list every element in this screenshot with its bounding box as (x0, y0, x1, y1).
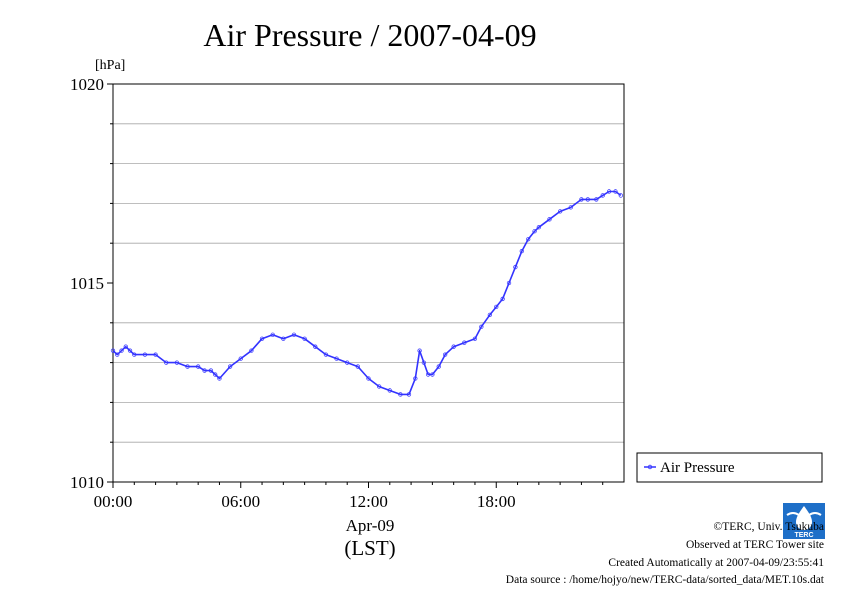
data-point (479, 324, 484, 329)
data-point (417, 348, 422, 353)
data-point (421, 360, 427, 365)
data-point (115, 352, 120, 357)
terc-logo-icon: TERC (783, 503, 825, 539)
data-point (594, 197, 599, 202)
data-point (142, 352, 148, 357)
data-point (208, 368, 214, 373)
chart-title: Air Pressure / 2007-04-09 (203, 17, 536, 53)
data-point (600, 193, 605, 198)
data-point (472, 336, 478, 341)
data-point (406, 392, 412, 397)
data-point (451, 344, 456, 349)
logo-text: TERC (794, 532, 813, 539)
footer-copyright: ©TERC, Univ. Tsukuba (713, 521, 824, 533)
x-tick-label: 00:00 (94, 492, 133, 511)
y-axis-label: [hPa] (95, 58, 125, 73)
series-line (112, 190, 622, 396)
data-point (547, 217, 552, 222)
data-point (259, 336, 265, 341)
data-point (345, 360, 350, 365)
logo-drop (796, 506, 812, 530)
data-point (500, 296, 505, 302)
data-point (185, 364, 190, 369)
y-tick-label: 1010 (70, 473, 104, 492)
x-tick-label: 18:00 (477, 492, 516, 511)
data-point (430, 372, 435, 377)
data-point (462, 340, 467, 345)
series-air-pressure (110, 189, 623, 397)
data-point (613, 189, 618, 194)
data-point (606, 189, 612, 194)
data-point (376, 384, 382, 389)
footer-observed: Observed at TERC Tower site (685, 539, 824, 551)
data-point (127, 348, 133, 353)
x-axis-date-label: Apr-09 (346, 516, 395, 535)
x-axis-tz-label: (LST) (344, 536, 395, 560)
x-tick-label: 06:00 (221, 492, 260, 511)
legend-marker (647, 464, 653, 470)
data-point (238, 356, 243, 361)
data-point (387, 388, 392, 393)
plot-frame (112, 83, 625, 483)
data-point (119, 348, 124, 353)
data-point (487, 312, 493, 317)
data-point (334, 356, 339, 361)
data-point (110, 348, 116, 353)
data-point (398, 392, 403, 397)
data-point (355, 364, 361, 369)
data-point (323, 352, 329, 357)
data-point (526, 237, 531, 242)
data-point (213, 372, 218, 377)
data-point (579, 197, 584, 202)
data-point (281, 336, 286, 341)
data-point (557, 209, 563, 214)
footer-source: Data source : /home/hojyo/new/TERC-data/… (505, 574, 824, 586)
data-point (196, 364, 201, 369)
legend-label: Air Pressure (660, 460, 735, 476)
data-point (202, 368, 207, 373)
data-point (532, 229, 537, 234)
data-point (123, 344, 128, 349)
data-point (153, 352, 158, 357)
y-tick-label: 1015 (70, 274, 104, 293)
data-point (436, 364, 441, 369)
data-point (618, 193, 623, 198)
data-point (366, 376, 371, 381)
data-point (270, 332, 275, 337)
data-point (291, 332, 297, 337)
data-point (217, 376, 222, 381)
data-point (506, 280, 512, 286)
y-tick-label: 1020 (70, 75, 104, 94)
data-point (313, 344, 318, 349)
logo-waves (786, 512, 822, 516)
data-point (443, 352, 448, 357)
data-point (536, 225, 541, 230)
legend: Air Pressure (636, 452, 823, 483)
x-tick-label: 12:00 (349, 492, 388, 511)
data-point (513, 264, 518, 270)
data-point (249, 348, 254, 353)
data-point (568, 205, 573, 210)
data-point (302, 336, 307, 341)
footer-created: Created Automatically at 2007-04-09/23:5… (608, 557, 824, 569)
data-point (132, 352, 137, 357)
data-point (164, 360, 169, 365)
data-point (519, 249, 524, 254)
data-point (494, 304, 499, 310)
axis-ticks: 1010 1015 1020 00:00 06:00 12:00 18:00 (70, 75, 604, 511)
legend-box (636, 452, 823, 483)
data-point (585, 197, 590, 202)
data-point (174, 360, 180, 365)
data-point (413, 376, 418, 381)
data-point (227, 364, 233, 369)
data-point (425, 372, 431, 377)
grid-lines (113, 123, 624, 443)
